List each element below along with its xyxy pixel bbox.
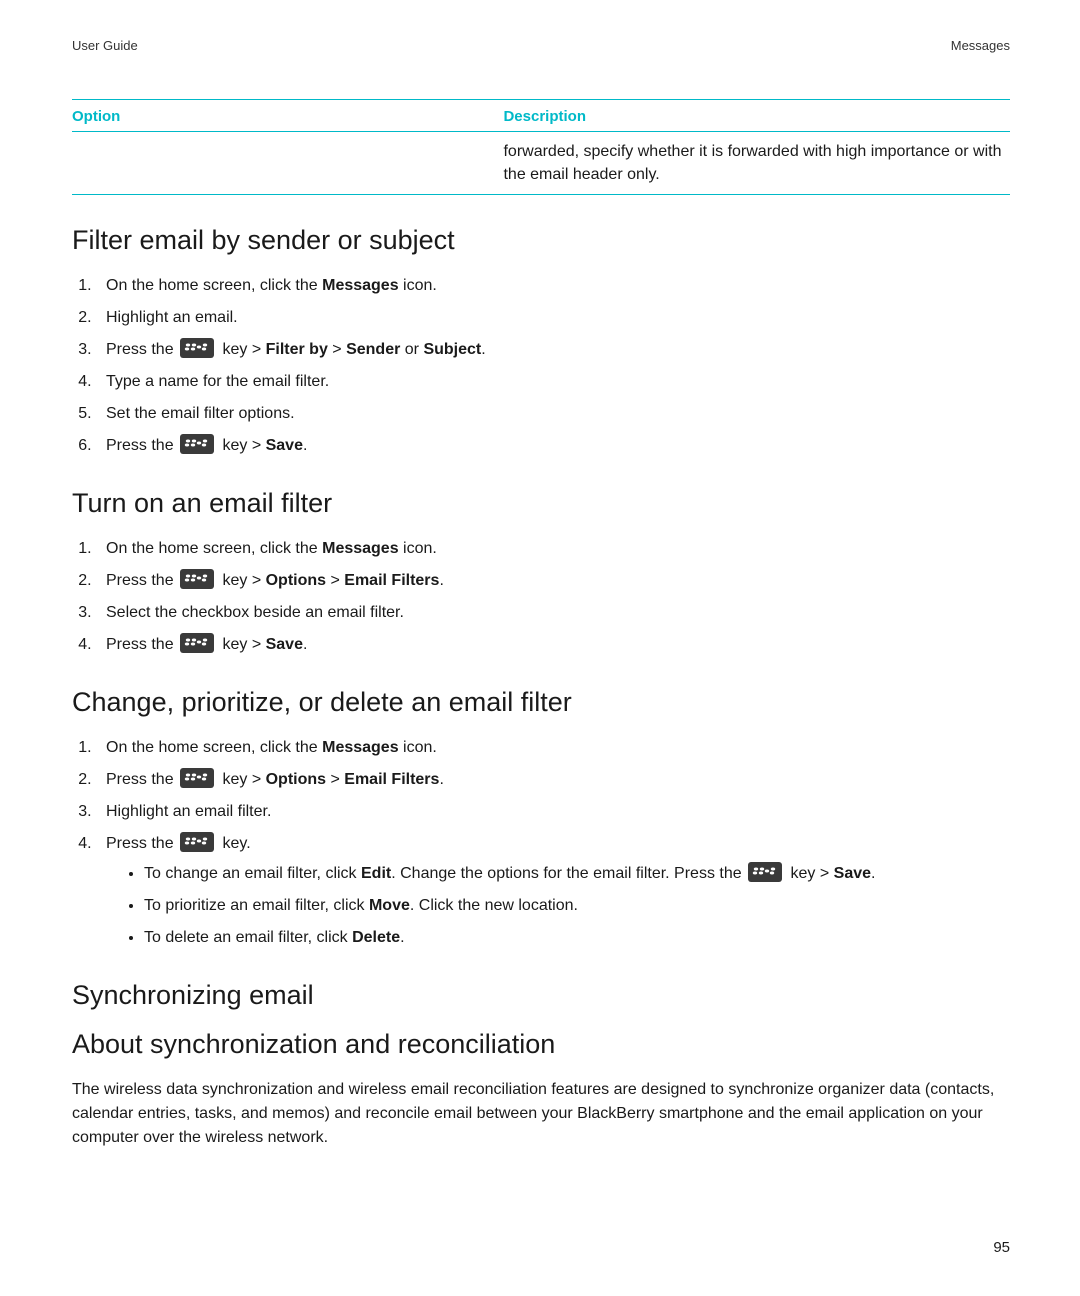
step: On the home screen, click the Messages i… [96, 274, 1010, 298]
bullet-text: To change an email filter, click [144, 865, 361, 882]
blackberry-key-icon [180, 768, 214, 788]
bold: Delete [352, 929, 400, 946]
heading-change: Change, prioritize, or delete an email f… [72, 687, 1010, 718]
blackberry-key-icon [748, 862, 782, 882]
step-text: . [303, 636, 307, 653]
step-text: Press the [106, 341, 178, 358]
step-text: . [481, 341, 485, 358]
table-body-row: forwarded, specify whether it is forward… [72, 132, 1010, 194]
bold: Messages [322, 277, 399, 294]
heading-filter: Filter email by sender or subject [72, 225, 1010, 256]
step-text: On the home screen, click the [106, 540, 322, 557]
bold: Sender [346, 341, 400, 358]
bullet: To prioritize an email filter, click Mov… [144, 894, 1010, 918]
step: Highlight an email. [96, 306, 1010, 330]
table-header-row: Option Description [72, 100, 1010, 131]
step-text: Press the [106, 636, 178, 653]
table-cell-description: forwarded, specify whether it is forward… [503, 140, 1010, 186]
step-text: On the home screen, click the [106, 739, 322, 756]
step-text: . [439, 572, 443, 589]
bold: Messages [322, 739, 399, 756]
step: Press the key > Save. [96, 633, 1010, 657]
step: Press the key > Options > Email Filters. [96, 768, 1010, 792]
step-text: key > [218, 771, 266, 788]
table-header-description: Description [503, 108, 1010, 125]
bold: Email Filters [344, 572, 439, 589]
heading-about-sync: About synchronization and reconciliation [72, 1029, 1010, 1060]
options-table: Option Description forwarded, specify wh… [72, 99, 1010, 195]
step-text: Press the [106, 437, 178, 454]
bold: Email Filters [344, 771, 439, 788]
blackberry-key-icon [180, 633, 214, 653]
step-text: key > [218, 341, 266, 358]
bold: Edit [361, 865, 391, 882]
bullet-text: . Click the new location. [410, 897, 578, 914]
heading-turn-on: Turn on an email filter [72, 488, 1010, 519]
bullet-text: To delete an email filter, click [144, 929, 352, 946]
step: On the home screen, click the Messages i… [96, 736, 1010, 760]
step: Select the checkbox beside an email filt… [96, 601, 1010, 625]
step-text: key > [218, 437, 266, 454]
step-text: Press the [106, 572, 178, 589]
step: Highlight an email filter. [96, 800, 1010, 824]
step-text: > [326, 771, 344, 788]
bullet: To delete an email filter, click Delete. [144, 926, 1010, 950]
step: Set the email filter options. [96, 402, 1010, 426]
step: On the home screen, click the Messages i… [96, 537, 1010, 561]
bold: Subject [423, 341, 481, 358]
heading-sync: Synchronizing email [72, 980, 1010, 1011]
page: User Guide Messages Option Description f… [0, 0, 1080, 1296]
bullet-text: . [871, 865, 875, 882]
table-rule [72, 194, 1010, 195]
bullet-text: . [400, 929, 404, 946]
step-text: key > [218, 636, 266, 653]
bullet-text: To prioritize an email filter, click [144, 897, 369, 914]
step-text: > [326, 572, 344, 589]
about-sync-body: The wireless data synchronization and wi… [72, 1078, 1010, 1150]
step-text: Press the [106, 771, 178, 788]
sub-bullets: To change an email filter, click Edit. C… [106, 862, 1010, 950]
table-header-option: Option [72, 108, 503, 125]
step-text: key. [218, 835, 251, 852]
blackberry-key-icon [180, 569, 214, 589]
bold: Messages [322, 540, 399, 557]
header-right: Messages [951, 38, 1010, 53]
step: Press the key > Options > Email Filters. [96, 569, 1010, 593]
step-text: icon. [399, 277, 437, 294]
step-text: . [439, 771, 443, 788]
bold: Save [266, 636, 303, 653]
step-text: icon. [399, 739, 437, 756]
bold: Save [834, 865, 871, 882]
bold: Save [266, 437, 303, 454]
page-number: 95 [993, 1239, 1010, 1256]
steps-change: On the home screen, click the Messages i… [72, 736, 1010, 950]
table-cell-option [72, 140, 503, 186]
steps-filter: On the home screen, click the Messages i… [72, 274, 1010, 458]
steps-turn-on: On the home screen, click the Messages i… [72, 537, 1010, 657]
step-text: . [303, 437, 307, 454]
bold: Move [369, 897, 410, 914]
step-text: icon. [399, 540, 437, 557]
blackberry-key-icon [180, 434, 214, 454]
step-text: On the home screen, click the [106, 277, 322, 294]
bullet-text: key > [786, 865, 834, 882]
blackberry-key-icon [180, 832, 214, 852]
step-text: > [328, 341, 346, 358]
bold: Filter by [266, 341, 328, 358]
bold: Options [266, 771, 326, 788]
step: Type a name for the email filter. [96, 370, 1010, 394]
bullet-text: . Change the options for the email filte… [391, 865, 746, 882]
step-text: or [400, 341, 423, 358]
step-text: Press the [106, 835, 178, 852]
step: Press the key > Save. [96, 434, 1010, 458]
running-header: User Guide Messages [72, 38, 1010, 53]
bold: Options [266, 572, 326, 589]
blackberry-key-icon [180, 338, 214, 358]
step-text: key > [218, 572, 266, 589]
step: Press the key. To change an email filter… [96, 832, 1010, 950]
step: Press the key > Filter by > Sender or Su… [96, 338, 1010, 362]
bullet: To change an email filter, click Edit. C… [144, 862, 1010, 886]
header-left: User Guide [72, 38, 138, 53]
